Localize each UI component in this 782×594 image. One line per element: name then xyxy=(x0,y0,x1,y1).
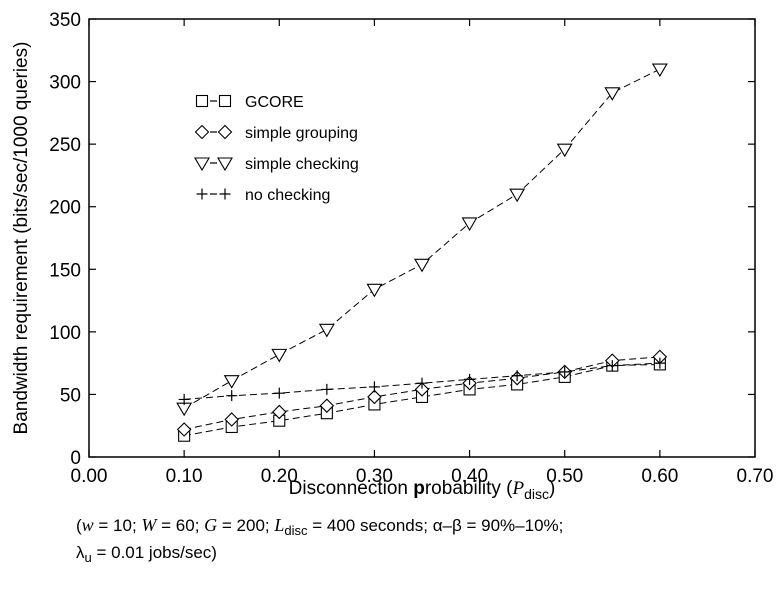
legend-symbol-gcore xyxy=(195,94,209,108)
x-tick-label: 0.30 xyxy=(356,466,393,487)
legend-symbol-gcore xyxy=(218,94,232,108)
data-point-simple-checking xyxy=(604,87,621,101)
data-point-simple-checking xyxy=(318,323,335,338)
axis-ticks: 0.00 0.10 0.20 0.30 0.40 0.50 0.60 0.70 0 50 100 15… xyxy=(49,10,773,487)
x-tick-label: 0.50 xyxy=(546,466,583,487)
legend-symbol-simple-checking xyxy=(217,157,233,172)
data-point-no-checking xyxy=(273,387,285,399)
legend-label-simple-grouping: simple grouping xyxy=(245,125,358,142)
data-point-no-checking xyxy=(606,360,618,372)
x-tick-label: 0.40 xyxy=(451,466,488,487)
data-point-simple-checking xyxy=(271,348,288,363)
data-point-simple-checking xyxy=(176,402,193,417)
data-point-simple-checking xyxy=(509,188,526,203)
y-tick-label: 150 xyxy=(49,260,81,281)
data-point-no-checking xyxy=(559,366,571,378)
y-tick-label: 300 xyxy=(49,73,81,94)
legend-label-simple-checking: simple checking xyxy=(245,156,359,173)
data-point-simple-checking xyxy=(223,375,240,389)
data-point-simple-grouping xyxy=(367,389,382,405)
data-point-no-checking xyxy=(321,383,333,395)
y-axis-label: Bandwidth requirement (bits/sec/1000 que… xyxy=(11,42,32,435)
legend-label-gcore: GCORE xyxy=(245,94,304,111)
series-layer xyxy=(176,63,668,442)
legend-label-no-checking: no checking xyxy=(245,187,330,204)
legend-symbol-simple-checking xyxy=(194,157,210,172)
y-tick-label: 250 xyxy=(49,135,81,156)
legend-symbol-simple-grouping xyxy=(217,124,233,140)
plot-frame xyxy=(88,18,756,458)
data-point-simple-grouping xyxy=(414,382,430,397)
legend-symbol-simple-grouping xyxy=(194,124,210,140)
data-point-simple-checking xyxy=(414,258,430,273)
series-line-simple-checking xyxy=(183,68,661,409)
x-tick-label: 0.00 xyxy=(71,466,108,487)
data-point-simple-grouping xyxy=(272,404,287,420)
legend: GCORE simple grouping simple checking no ch… xyxy=(194,94,359,204)
x-tick-label: 0.60 xyxy=(641,466,678,487)
y-tick-label: 200 xyxy=(49,198,81,219)
data-point-no-checking xyxy=(226,390,238,402)
legend-symbol-no-checking xyxy=(219,188,231,200)
legend-symbol-no-checking xyxy=(196,188,208,200)
x-axis-label: Disconnection probability (Pdisc) xyxy=(289,478,556,502)
data-point-no-checking xyxy=(654,357,666,369)
data-point-no-checking xyxy=(416,377,428,389)
data-point-simple-checking xyxy=(556,143,573,158)
y-tick-label: 0 xyxy=(70,448,81,469)
series-line-no-checking xyxy=(184,362,660,400)
data-point-simple-grouping xyxy=(224,412,239,427)
data-point-simple-grouping xyxy=(176,422,192,437)
x-tick-label: 0.20 xyxy=(261,466,298,487)
caption-line-2: λu = 0.01 jobs/sec) xyxy=(76,543,217,565)
data-point-no-checking xyxy=(511,370,523,382)
data-point-no-checking xyxy=(368,381,380,393)
y-tick-label: 50 xyxy=(60,385,81,406)
series-line-simple-grouping xyxy=(183,356,660,430)
x-tick-label: 0.10 xyxy=(166,466,203,487)
data-point-simple-checking xyxy=(651,63,668,78)
x-tick-label: 0.70 xyxy=(737,466,774,487)
data-point-simple-checking xyxy=(461,217,478,232)
caption-line-1: (w = 10; W = 60; G = 200; Ldisc = 400 se… xyxy=(76,515,564,538)
series-line-gcore xyxy=(184,363,660,437)
y-tick-label: 350 xyxy=(49,10,81,31)
data-point-no-checking xyxy=(178,393,190,405)
data-point-simple-grouping xyxy=(319,398,335,413)
data-point-no-checking xyxy=(464,373,476,385)
data-point-simple-checking xyxy=(366,283,383,298)
y-tick-label: 100 xyxy=(49,323,81,344)
